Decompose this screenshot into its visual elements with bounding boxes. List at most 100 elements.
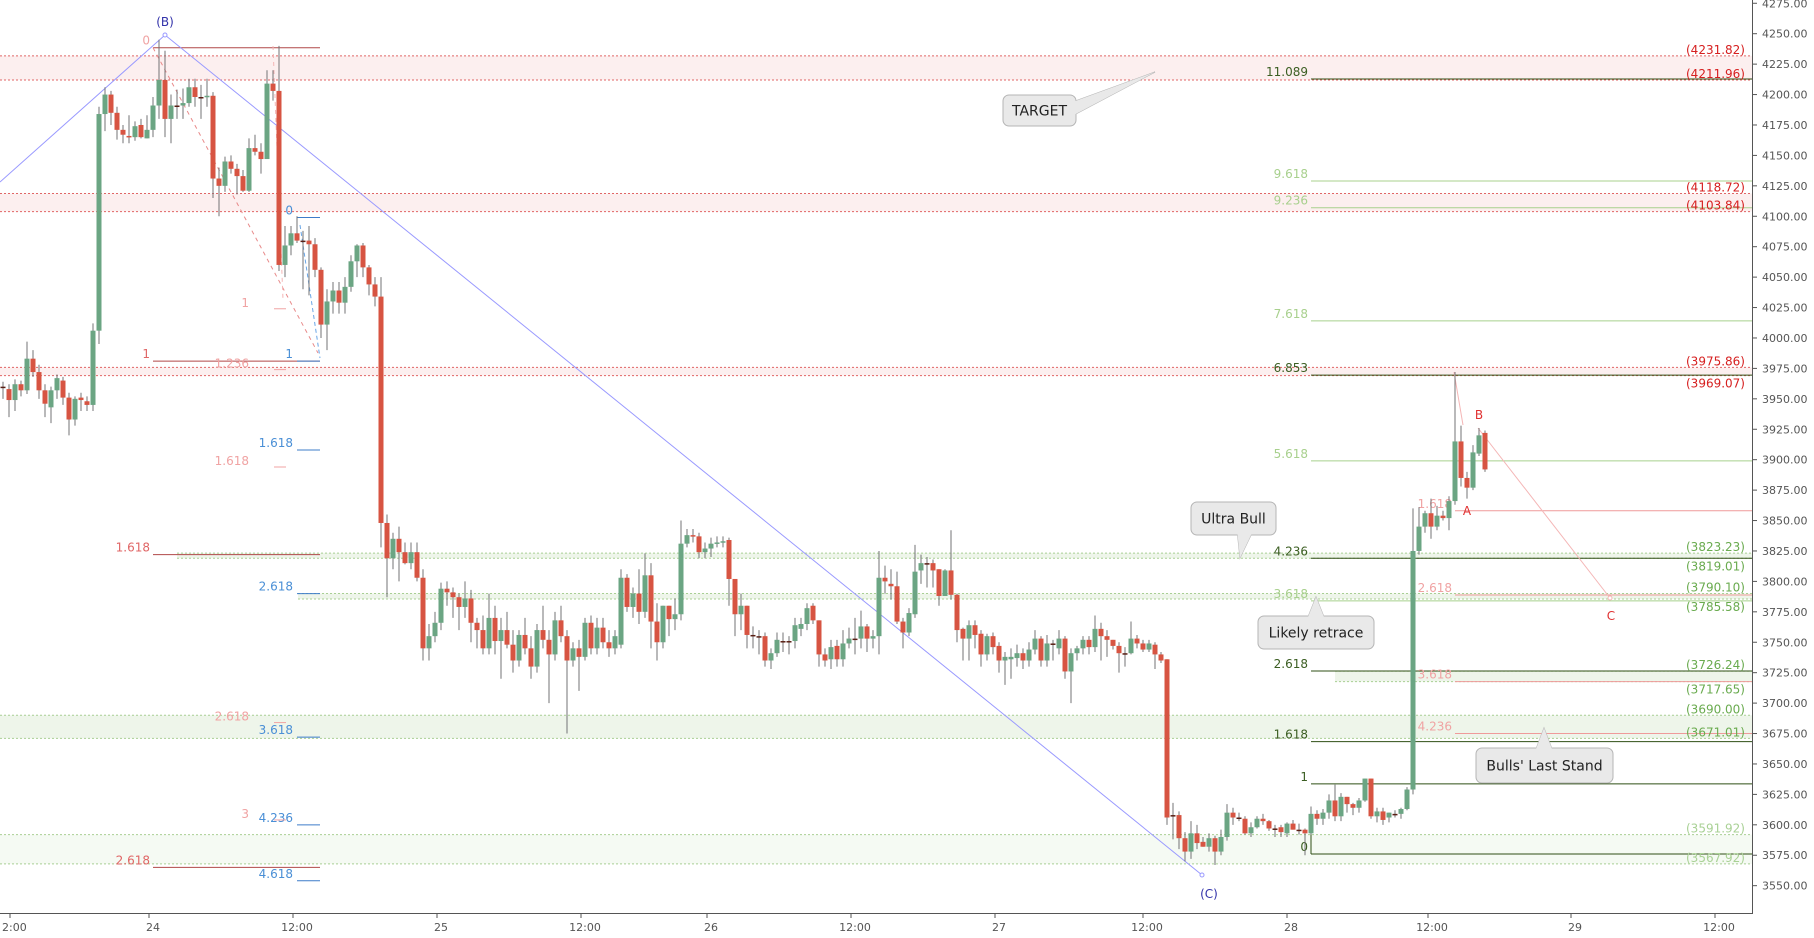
candle[interactable] [30,350,36,377]
candle[interactable] [96,106,102,345]
candle[interactable] [786,636,792,655]
candle[interactable] [768,648,774,670]
candle[interactable] [1482,430,1488,472]
candle[interactable] [1122,647,1128,667]
candle[interactable] [1200,836,1206,847]
candle[interactable] [12,379,18,412]
candle[interactable] [1374,807,1380,823]
candle[interactable] [1068,648,1074,704]
candle[interactable] [822,648,828,667]
candle[interactable] [48,386,54,424]
candle[interactable] [1080,636,1086,655]
candle[interactable] [1158,651,1164,663]
candle[interactable] [1170,802,1176,840]
candle[interactable] [1290,819,1296,830]
candle[interactable] [198,84,204,119]
candle[interactable] [1332,784,1338,822]
candle[interactable] [1428,498,1434,539]
candle[interactable] [354,244,360,278]
candle[interactable] [372,277,378,307]
candle[interactable] [384,514,390,598]
candle[interactable] [438,582,444,631]
candle[interactable] [1470,445,1476,491]
candle[interactable] [186,78,192,107]
candle[interactable] [1416,507,1422,555]
candle[interactable] [510,630,516,673]
candle[interactable] [726,537,732,606]
candle[interactable] [294,216,300,244]
candle[interactable] [930,559,936,588]
candle[interactable] [1356,798,1362,813]
candle[interactable] [1446,496,1452,531]
candle[interactable] [66,392,72,436]
candle[interactable] [606,630,612,657]
candle[interactable] [1002,651,1008,685]
candle[interactable] [1032,630,1038,655]
candle[interactable] [1050,639,1056,661]
candle[interactable] [330,281,336,314]
candle[interactable] [282,226,288,278]
candle[interactable] [336,281,342,314]
candle[interactable] [180,88,186,119]
candle[interactable] [1026,642,1032,667]
candle[interactable] [1392,810,1398,818]
candle[interactable] [852,617,858,655]
candle[interactable] [594,617,600,655]
candle[interactable] [1194,824,1200,850]
candle[interactable] [684,529,690,548]
candle[interactable] [42,384,48,418]
candle[interactable] [276,45,282,272]
candle[interactable] [1104,630,1110,657]
candle[interactable] [1380,807,1386,825]
candle[interactable] [654,603,660,661]
candle[interactable] [84,396,90,412]
candle[interactable] [1260,813,1266,825]
candle[interactable] [312,238,318,278]
candle[interactable] [228,155,234,174]
candle[interactable] [1212,835,1218,865]
callout-ultra-bull[interactable]: Ultra Bull [1190,501,1277,560]
candle[interactable] [624,574,630,612]
price-axis-background[interactable] [1753,0,1814,938]
candle[interactable] [582,617,588,661]
callout-bulls-last-stand[interactable]: Bulls' Last Stand [1475,726,1614,784]
candle[interactable] [1074,645,1080,661]
candle[interactable] [300,230,306,290]
candle[interactable] [612,630,618,655]
candle[interactable] [396,526,402,582]
candle[interactable] [24,341,30,394]
candle[interactable] [414,542,420,582]
candle[interactable] [1386,812,1392,823]
candle[interactable] [1188,821,1194,859]
candle[interactable] [264,70,270,160]
candle[interactable] [1092,615,1098,652]
candle[interactable] [720,536,726,548]
candle[interactable] [1362,778,1368,802]
candle[interactable] [150,96,156,138]
candle[interactable] [900,617,906,649]
candle[interactable] [342,277,348,314]
candle[interactable] [1218,829,1224,856]
candle[interactable] [144,115,150,139]
candle[interactable] [924,557,930,588]
candle[interactable] [828,639,834,670]
candle[interactable] [498,617,504,679]
candle[interactable] [78,392,84,412]
candle[interactable] [1146,639,1152,652]
candle[interactable] [1164,659,1170,825]
candle[interactable] [942,569,948,597]
candle[interactable] [1008,648,1014,679]
candle[interactable] [702,542,708,559]
candle[interactable] [1224,804,1230,841]
candle[interactable] [234,163,240,195]
candle[interactable] [912,544,918,618]
candle[interactable] [168,94,174,144]
candle[interactable] [1176,811,1182,850]
candle[interactable] [948,530,954,600]
candle[interactable] [1110,639,1116,650]
candle[interactable] [966,620,972,661]
candle[interactable] [1038,636,1044,667]
candle[interactable] [1458,425,1464,487]
candle[interactable] [876,550,882,655]
